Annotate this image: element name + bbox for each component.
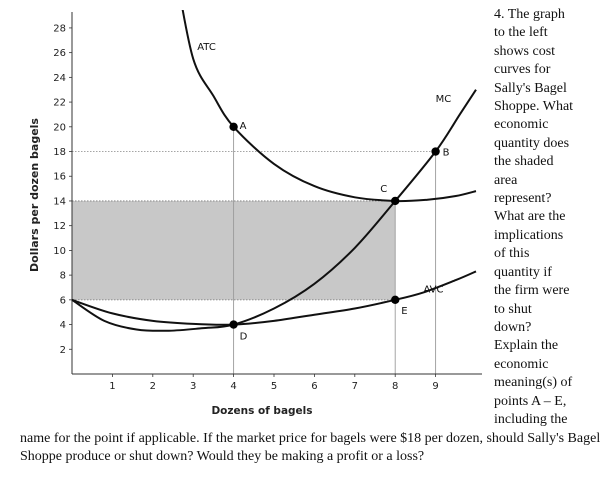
y-tick-label: 16 bbox=[53, 172, 66, 183]
point-label-a: A bbox=[240, 121, 247, 132]
y-tick-label: 22 bbox=[53, 98, 66, 109]
curve-avc bbox=[71, 270, 477, 326]
y-axis-label: Dollars per dozen bagels bbox=[28, 118, 41, 272]
point-e bbox=[391, 295, 400, 305]
x-tick-label: 4 bbox=[230, 381, 236, 392]
y-tick-label: 6 bbox=[60, 295, 66, 306]
y-tick-label: 18 bbox=[53, 147, 66, 158]
y-tick-label: 4 bbox=[60, 320, 66, 331]
point-label-c: C bbox=[380, 184, 387, 195]
y-tick-label: 2 bbox=[60, 345, 66, 356]
x-tick-label: 2 bbox=[150, 381, 156, 392]
point-b bbox=[431, 147, 440, 156]
y-tick-label: 24 bbox=[53, 73, 66, 84]
x-tick-label: 5 bbox=[271, 381, 277, 392]
y-tick-label: 20 bbox=[53, 122, 66, 133]
curve-label-atc: ATC bbox=[197, 42, 216, 53]
question-side-text: 4. The graph to the left shows cost curv… bbox=[494, 7, 574, 427]
y-tick-label: 8 bbox=[60, 271, 66, 282]
curve-atc bbox=[181, 10, 477, 203]
question-bottom-text: name for the point if applicable. If the… bbox=[20, 431, 601, 465]
curve-label-avc: AVC bbox=[423, 284, 443, 295]
y-tick-label: 28 bbox=[53, 23, 66, 34]
point-label-d: D bbox=[240, 332, 248, 343]
x-axis-label: Dozens of bagels bbox=[211, 405, 312, 417]
x-tick-label: 8 bbox=[392, 381, 398, 392]
point-label-b: B bbox=[443, 148, 450, 159]
x-tick-label: 7 bbox=[352, 381, 358, 392]
x-tick-label: 1 bbox=[109, 381, 115, 392]
point-d bbox=[229, 320, 238, 329]
y-tick-label: 14 bbox=[53, 196, 66, 207]
x-tick-label: 6 bbox=[311, 381, 317, 392]
y-tick-label: 12 bbox=[53, 221, 66, 232]
x-tick-label: 3 bbox=[190, 381, 196, 392]
curve-label-mc: MC bbox=[436, 94, 452, 105]
point-c bbox=[391, 196, 400, 206]
point-a bbox=[229, 122, 238, 131]
point-label-e: E bbox=[401, 306, 407, 317]
x-tick-label: 9 bbox=[432, 381, 438, 392]
y-tick-label: 26 bbox=[53, 48, 66, 59]
y-tick-label: 10 bbox=[53, 246, 66, 257]
